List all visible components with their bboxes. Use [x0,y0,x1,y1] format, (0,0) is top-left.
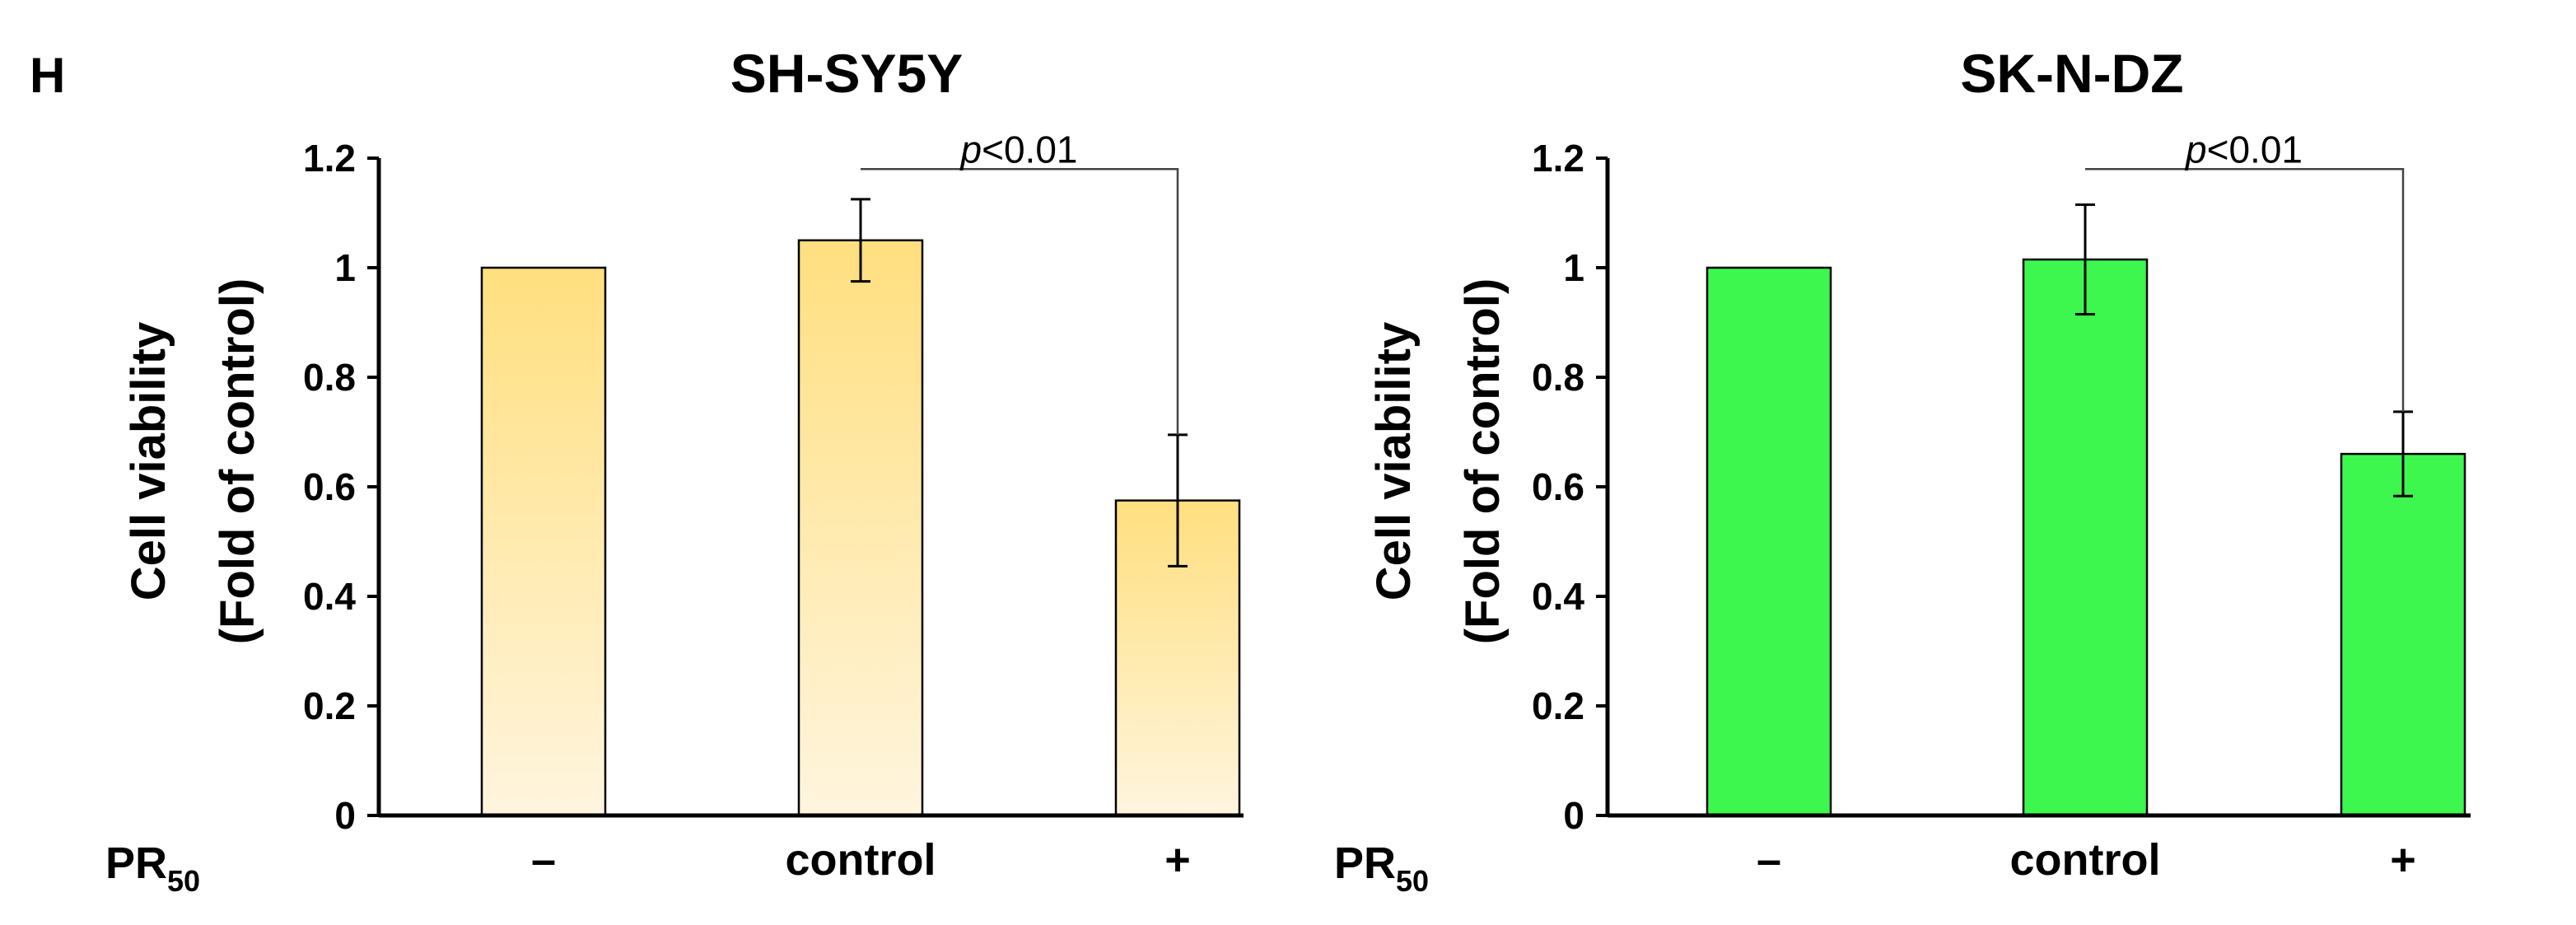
bar [2340,452,2466,817]
chart-sh-sy5y: SH-SY5Y Cell viability (Fold of control)… [105,43,1244,898]
x-tick-label: control [786,835,936,885]
y-axis-label-line2: (Fold of control) [1456,278,1510,645]
y-tick-label: 0.6 [303,465,356,508]
y-tick-label: 0.4 [303,575,356,618]
treatment-label: PR50 [105,839,200,898]
y-tick-label: 0.8 [1532,356,1584,399]
y-axis-label: Cell viability (Fold of control) [1367,278,1510,645]
y-axis-label: Cell viability (Fold of control) [122,278,264,645]
bar [797,239,924,817]
x-tick-label: – [531,835,556,885]
significance-bracket [861,168,1179,435]
x-tick-label: + [2390,835,2416,885]
significance-label: p<0.01 [2184,128,2303,171]
x-tick-label: control [2010,835,2161,885]
y-axis-label-line2: (Fold of control) [211,278,264,645]
chart-sk-n-dz: SK-N-DZ Cell viability (Fold of control)… [1334,43,2471,898]
treatment-label-main: PR [105,839,167,888]
y-tick-label: 0.8 [303,356,356,399]
treatment-label-main: PR [1334,839,1396,888]
bar [480,266,607,817]
treatment-label-subscript: 50 [1396,864,1429,898]
chart-title: SK-N-DZ [1960,43,2183,104]
significance-label-p: p [2184,128,2207,171]
y-tick-label: 0 [1563,794,1584,837]
y-axis-label-line1: Cell viability [1367,322,1421,600]
y-tick-label: 0.6 [1532,465,1584,508]
y-tick-label: 1.2 [1532,137,1584,180]
y-tick-label: 0 [334,794,356,837]
y-tick-label: 0.2 [303,684,356,727]
y-tick-label: 0.2 [1532,684,1584,727]
y-tick-label: 1 [1563,246,1584,289]
significance-bracket [2085,168,2405,412]
bar [1706,266,1832,817]
significance-label-value: <0.01 [982,128,1077,171]
significance-label-value: <0.01 [2207,128,2303,171]
chart-title: SH-SY5Y [730,43,963,104]
y-tick-label: 1.2 [303,137,356,180]
y-tick-label: 1 [334,246,356,289]
x-tick-label: + [1164,835,1191,885]
bar [2022,258,2149,817]
significance-label-p: p [959,128,982,171]
treatment-label-subscript: 50 [167,864,200,898]
y-tick-label: 0.4 [1532,575,1584,618]
x-tick-label: – [1757,835,1781,885]
y-axis-label-line1: Cell viability [122,322,175,600]
treatment-label: PR50 [1334,839,1429,898]
panel-letter: H [30,48,65,103]
significance-label: p<0.01 [959,128,1078,171]
